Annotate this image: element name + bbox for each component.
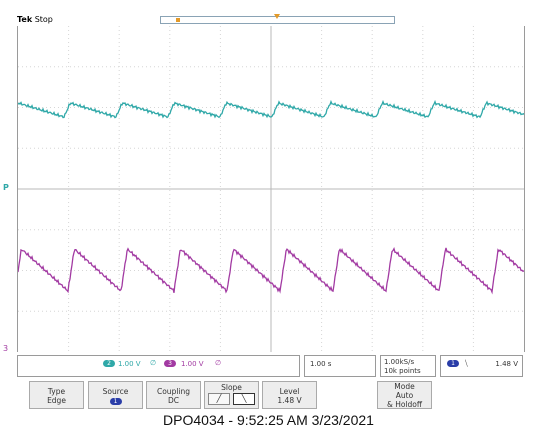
ch3-bandwidth-icon: ∅ bbox=[215, 359, 222, 367]
ch2-bandwidth-icon: ∅ bbox=[150, 359, 157, 367]
mode-value: Auto bbox=[395, 391, 414, 400]
source-button[interactable]: Source 1 bbox=[88, 381, 143, 409]
graticule-grid bbox=[18, 26, 524, 352]
trigger-source-badge: 1 bbox=[447, 360, 459, 367]
record-length: 10k points bbox=[384, 367, 421, 375]
timebase-readout[interactable]: 1.00 s bbox=[304, 355, 376, 377]
timebase-value: 1.00 s bbox=[310, 360, 332, 368]
ch2-badge[interactable]: 2 bbox=[103, 360, 115, 367]
ch3-ground-marker[interactable]: 3 bbox=[3, 344, 9, 353]
rising-edge-icon[interactable]: ╱ bbox=[208, 393, 230, 405]
level-button[interactable]: Level 1.48 V bbox=[262, 381, 317, 409]
type-button[interactable]: Type Edge bbox=[29, 381, 84, 409]
ch3-badge[interactable]: 3 bbox=[164, 360, 176, 367]
trigger-readout[interactable]: 1 ⧹ 1.48 V bbox=[440, 355, 523, 377]
type-value: Edge bbox=[47, 396, 66, 405]
coupling-value: DC bbox=[167, 396, 179, 405]
source-value-badge: 1 bbox=[109, 398, 122, 405]
brand-label: Tek bbox=[17, 15, 33, 24]
brand-status: Tek Stop bbox=[17, 14, 53, 25]
coupling-label: Coupling bbox=[156, 387, 191, 396]
sample-readout: 1.00kS/s 10k points bbox=[380, 355, 436, 377]
type-label: Type bbox=[47, 387, 66, 396]
ch3-waveform bbox=[18, 246, 524, 295]
ch3-scale: 1.00 V bbox=[181, 360, 204, 368]
record-position-marker bbox=[176, 18, 180, 22]
trigger-position-icon bbox=[274, 14, 280, 19]
falling-edge-icon[interactable]: ╲ bbox=[233, 393, 255, 405]
mode-label: Mode bbox=[394, 382, 415, 391]
channel-status: 2 1.00 V ∅ 3 1.00 V ∅ bbox=[17, 355, 300, 377]
status-bar: 2 1.00 V ∅ 3 1.00 V ∅ 1.00 s 1.00kS/s 10… bbox=[17, 355, 523, 377]
slope-icon: ⧹ bbox=[465, 359, 468, 368]
scope-top-bar: Tek Stop bbox=[17, 14, 523, 25]
graticule bbox=[18, 26, 524, 352]
mode-button[interactable]: Mode Auto & Holdoff bbox=[377, 381, 432, 409]
slope-label: Slope bbox=[221, 383, 242, 392]
screenshot-caption: DPO4034 - 9:52:25 AM 3/23/2021 bbox=[163, 412, 374, 428]
ch2-scale: 1.00 V bbox=[118, 360, 141, 368]
source-label: Source bbox=[102, 387, 129, 396]
level-label: Level bbox=[279, 387, 300, 396]
trigger-level: 1.48 V bbox=[495, 360, 518, 368]
ch2-ground-marker[interactable]: P bbox=[3, 183, 9, 192]
level-value: 1.48 V bbox=[277, 396, 302, 405]
sample-rate: 1.00kS/s bbox=[384, 358, 415, 366]
ch2-waveform bbox=[18, 99, 524, 119]
coupling-button[interactable]: Coupling DC bbox=[146, 381, 201, 409]
mode-holdoff: & Holdoff bbox=[386, 400, 423, 409]
waveform-display[interactable] bbox=[17, 26, 525, 352]
slope-button[interactable]: Slope ╱ ╲ bbox=[204, 381, 259, 409]
acquisition-state: Stop bbox=[34, 15, 53, 24]
